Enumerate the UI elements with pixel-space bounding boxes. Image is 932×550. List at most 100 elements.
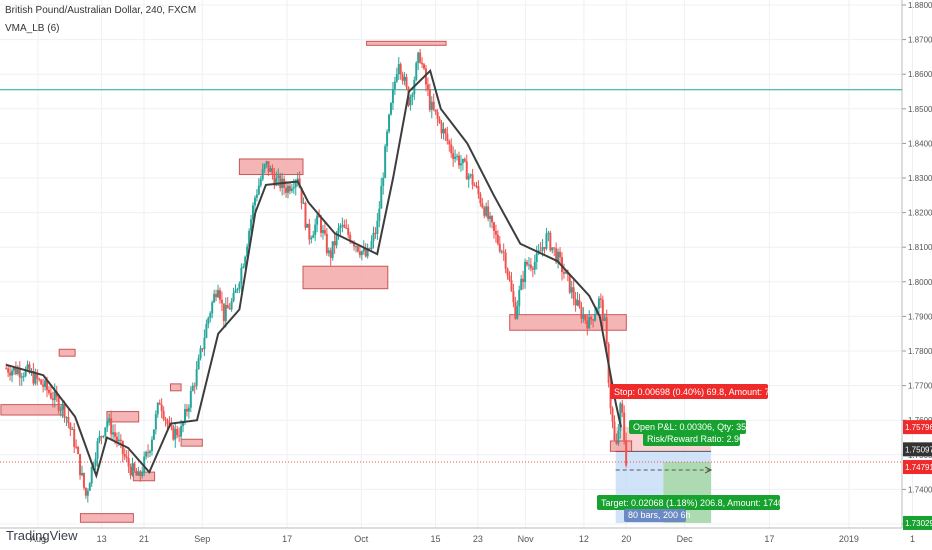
indicator-legend[interactable]: VMA_LB (6) xyxy=(5,23,60,34)
candle-body xyxy=(318,215,321,218)
candle-body xyxy=(568,274,571,293)
open-pnl-label: Open P&L: 0.00306, Qty: 35816 xyxy=(633,422,761,432)
candle-body xyxy=(152,429,155,440)
candle-body xyxy=(294,181,297,188)
candle-body xyxy=(524,261,527,282)
candle-body xyxy=(5,368,8,370)
y-axis-tick-label: 1.78000 xyxy=(908,347,932,356)
candle-body xyxy=(77,447,80,454)
x-axis-tick-label: 17 xyxy=(764,534,774,544)
candle-body xyxy=(215,293,218,298)
candle-body xyxy=(244,256,247,267)
candle-body xyxy=(492,222,495,231)
candle-body xyxy=(393,81,396,90)
candle-body xyxy=(459,163,462,166)
candle-body xyxy=(502,251,505,253)
candle-body xyxy=(341,224,344,226)
candle-body xyxy=(84,487,87,496)
candle-body xyxy=(63,403,66,418)
candle-body xyxy=(555,248,558,263)
candle-body xyxy=(230,301,233,310)
y-axis-tick-label: 1.82000 xyxy=(908,209,932,218)
candle-body xyxy=(316,215,319,225)
candle-body xyxy=(454,156,457,159)
candle-body xyxy=(386,131,389,147)
candle-body xyxy=(90,466,93,484)
candle-body xyxy=(549,232,552,251)
candle-body xyxy=(296,178,299,182)
candle-body xyxy=(473,184,476,187)
candle-body xyxy=(436,112,439,119)
candle-body xyxy=(271,168,274,175)
candle-body xyxy=(557,251,560,263)
candle-body xyxy=(547,232,550,234)
candle-body xyxy=(382,177,385,187)
candle-body xyxy=(405,76,408,88)
candle-body xyxy=(150,439,153,452)
candle-body xyxy=(586,320,589,329)
candle-body xyxy=(599,298,602,300)
candle-body xyxy=(578,300,581,307)
candle-body xyxy=(333,241,336,246)
candle-body xyxy=(526,261,529,265)
stop-label-box xyxy=(610,384,768,399)
candle-body xyxy=(176,428,179,436)
candle-body xyxy=(213,293,216,303)
candle-body xyxy=(193,385,196,387)
supply-demand-zone xyxy=(238,158,304,176)
candle-body xyxy=(623,412,626,441)
candle-body xyxy=(475,186,478,188)
candle-body xyxy=(16,369,19,375)
candle-body xyxy=(349,234,352,242)
candle-body xyxy=(411,94,414,98)
stop-price-tag: 1.75796 xyxy=(905,423,932,432)
candle-body xyxy=(242,266,245,268)
y-axis-tick-label: 1.88000 xyxy=(908,1,932,10)
candle-body xyxy=(273,174,276,186)
candle-body xyxy=(88,483,91,491)
candle-body xyxy=(355,246,357,248)
candle-body xyxy=(314,224,317,236)
candle-body xyxy=(467,175,470,180)
x-axis-tick-label: 23 xyxy=(473,534,483,544)
x-axis-tick-label: 12 xyxy=(579,534,589,544)
candle-body xyxy=(42,384,45,387)
candle-body xyxy=(506,268,509,276)
open-pnl-label-box xyxy=(629,420,746,434)
candle-body xyxy=(34,372,37,384)
candle-body xyxy=(372,232,375,241)
candle-body xyxy=(457,155,460,166)
candle-body xyxy=(615,440,618,444)
candle-body xyxy=(59,409,62,411)
candle-body xyxy=(320,217,323,233)
candle-body xyxy=(269,168,272,172)
candle-body xyxy=(80,473,83,476)
candle-body xyxy=(9,372,12,376)
candle-body xyxy=(143,456,146,473)
candle-body xyxy=(180,426,183,437)
candle-body xyxy=(211,302,214,314)
candle-body xyxy=(625,440,628,466)
candle-body xyxy=(520,278,523,290)
candle-body xyxy=(391,89,394,104)
y-axis-tick-label: 1.84000 xyxy=(908,139,932,148)
candle-body xyxy=(471,174,474,185)
candle-body xyxy=(545,233,548,249)
candle-body xyxy=(533,261,536,270)
candle-body xyxy=(275,178,278,186)
candle-body xyxy=(308,223,311,240)
candle-body xyxy=(135,470,138,476)
candle-body xyxy=(504,252,507,269)
current-price-tag-tag xyxy=(903,460,932,475)
supply-demand-zone xyxy=(79,513,134,523)
supply-demand-zone xyxy=(366,40,447,46)
candle-body xyxy=(86,490,89,496)
candle-body xyxy=(389,103,392,115)
candle-body xyxy=(481,203,484,208)
candle-body xyxy=(36,372,39,379)
candle-body xyxy=(24,368,27,376)
candle-body xyxy=(401,74,404,81)
candle-body xyxy=(250,219,253,231)
